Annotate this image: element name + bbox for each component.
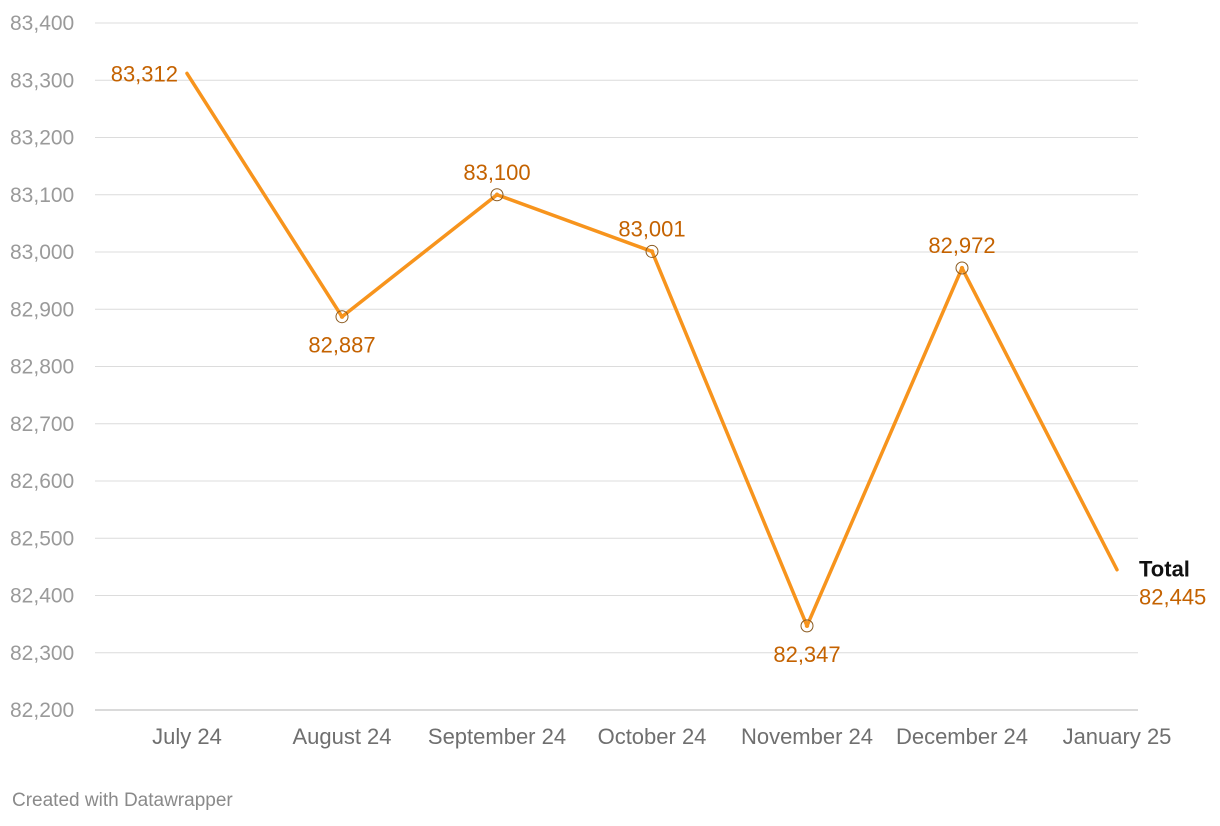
data-label: 83,001 [618, 216, 685, 241]
data-point [959, 265, 965, 271]
y-tick-label: 82,600 [10, 470, 74, 493]
y-tick-label: 83,400 [10, 12, 74, 35]
x-tick-label: July 24 [152, 724, 222, 749]
y-tick-label: 82,700 [10, 413, 74, 436]
series-total [185, 71, 1119, 633]
x-tick-label: October 24 [598, 724, 707, 749]
data-point [339, 314, 345, 319]
data-label: 82,887 [308, 333, 375, 358]
y-tick-label: 82,500 [10, 527, 74, 550]
data-label: 82,972 [928, 233, 995, 258]
grid-lines [95, 22, 1138, 711]
y-tick-label: 83,300 [10, 69, 74, 92]
y-axis: 82,200 82,300 82,400 82,500 82,600 82,700 82,8… [10, 12, 74, 722]
data-point [494, 192, 500, 197]
footer-credit: Created with Datawrapper [12, 790, 233, 811]
series-name-label: Total [1139, 557, 1190, 582]
y-tick-label: 82,800 [10, 356, 74, 379]
y-tick-label: 82,900 [10, 298, 74, 321]
x-tick-label: September 24 [428, 724, 566, 749]
data-label: 83,100 [463, 160, 530, 185]
x-tick-label: December 24 [896, 724, 1028, 749]
data-point [804, 623, 810, 629]
data-point-marker [955, 261, 969, 275]
data-point-marker [800, 619, 814, 633]
y-tick-label: 82,300 [10, 642, 74, 665]
data-label: 83,312 [111, 61, 178, 86]
data-point-marker [335, 310, 349, 324]
data-point-marker [645, 244, 659, 258]
x-axis: July 24 August 24 September 24 October 24 No… [152, 724, 1171, 749]
data-label: 82,445 [1139, 585, 1206, 610]
x-tick-label: November 24 [741, 724, 873, 749]
y-tick-label: 83,200 [10, 127, 74, 150]
x-tick-label: August 24 [292, 724, 391, 749]
y-tick-label: 82,200 [10, 699, 74, 722]
data-point [649, 249, 655, 254]
y-tick-label: 83,000 [10, 241, 74, 264]
data-labels: 83,312 82,887 83,100 83,001 82,347 82,972 82,4… [111, 61, 1207, 666]
y-tick-label: 83,100 [10, 184, 74, 207]
data-point-marker [490, 188, 504, 202]
y-tick-label: 82,400 [10, 585, 74, 608]
data-label: 82,347 [773, 642, 840, 667]
x-tick-label: January 25 [1063, 724, 1172, 749]
